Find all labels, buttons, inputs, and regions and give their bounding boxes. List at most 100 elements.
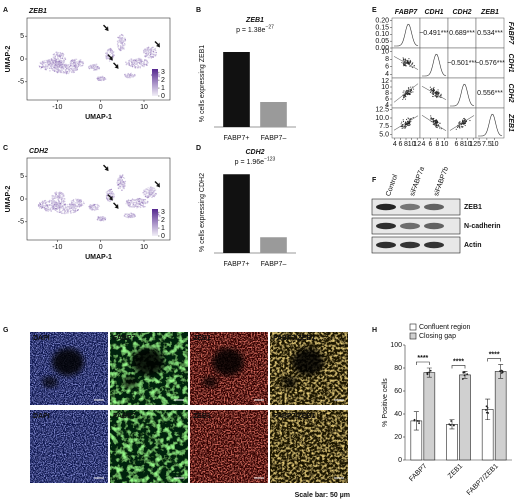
scatter-dot — [407, 93, 410, 95]
scatter-dot — [404, 60, 406, 62]
umap-cell — [73, 205, 76, 207]
umap-cell — [69, 210, 72, 213]
umap-cell — [75, 67, 77, 69]
density-curve — [450, 83, 475, 107]
umap-cell — [153, 195, 155, 198]
scatter-dot — [457, 126, 459, 128]
umap-cell — [55, 197, 57, 199]
umap-cell — [119, 187, 121, 190]
wound-gap — [292, 348, 324, 376]
umap-cell — [75, 198, 77, 200]
umap-cell — [52, 56, 55, 59]
umap-cell — [121, 48, 123, 50]
umap-cell — [109, 54, 111, 56]
umap-cell — [50, 58, 53, 60]
umap-cell — [52, 69, 54, 71]
umap-cell — [118, 37, 120, 40]
p-value-exponent: −27 — [265, 25, 274, 31]
umap-cell — [137, 204, 140, 206]
colorbar — [152, 209, 158, 236]
wound-gap — [202, 376, 218, 388]
y-tick-label: -5 — [18, 219, 24, 226]
arrowhead — [113, 202, 119, 209]
x-tick-label: 6 — [398, 141, 402, 148]
scatter-dot — [407, 93, 409, 95]
umap-cell — [45, 66, 47, 68]
fit-line — [393, 115, 419, 131]
y-tick-label: 8 — [385, 56, 389, 63]
x-tick-label: FABP7/ZEB1 — [466, 463, 500, 497]
umap-cell — [96, 218, 99, 221]
umap-cell — [96, 205, 99, 207]
umap-cell — [60, 201, 62, 204]
umap-cell — [56, 67, 58, 69]
row-label: ZEB1 — [507, 113, 514, 132]
umap-cell — [53, 196, 56, 198]
umap-cell — [54, 192, 56, 194]
umap-cell — [121, 46, 124, 49]
umap-cell — [146, 191, 148, 193]
umap-cell — [140, 59, 142, 62]
scatter-dot — [463, 120, 465, 122]
y-axis-label: UMAP-2 — [5, 45, 12, 72]
scatter-dot — [458, 125, 460, 127]
scatter-dot — [413, 88, 415, 90]
umap-cell — [56, 65, 59, 67]
umap-cell — [68, 207, 71, 209]
data-point — [413, 419, 416, 422]
umap-cell — [45, 63, 47, 66]
umap-cell — [120, 40, 123, 42]
scatter-dot — [409, 59, 411, 62]
umap-cell — [54, 205, 56, 207]
umap-cell — [153, 53, 155, 56]
data-point — [429, 369, 432, 372]
umap-cell — [120, 49, 122, 52]
umap-cell — [141, 63, 143, 65]
umap-cell — [90, 207, 92, 209]
umap-cell — [62, 54, 64, 56]
scatter-dot — [404, 95, 406, 97]
umap-cell — [62, 55, 65, 58]
data-point — [486, 406, 489, 409]
y-tick-label: 0.15 — [375, 24, 389, 31]
scatter-dot — [430, 88, 432, 90]
umap-cell — [148, 191, 150, 194]
umap-cell — [68, 66, 70, 69]
x-tick-label: 8 — [460, 141, 464, 148]
data-point — [448, 423, 451, 426]
umap-cell — [39, 62, 41, 64]
scatter-dot — [402, 59, 404, 61]
umap-cell — [95, 209, 97, 211]
umap-cell — [61, 212, 64, 214]
legend-swatch — [409, 323, 417, 331]
y-axis-label: UMAP-2 — [5, 185, 12, 212]
umap-cell — [70, 61, 72, 63]
y-tick-label: 0.00 — [375, 45, 389, 52]
blot-band — [424, 241, 444, 249]
error-bar — [485, 398, 491, 421]
channel-label: ZEB1 — [193, 335, 211, 342]
umap-cell — [40, 66, 43, 69]
umap-cell — [128, 74, 130, 76]
umap-cell — [76, 209, 79, 212]
scatter-dot — [458, 126, 460, 128]
umap-cell — [92, 204, 94, 207]
umap-cell — [95, 64, 97, 67]
data-point — [418, 420, 420, 422]
umap-cell — [104, 78, 106, 81]
umap-cell — [141, 201, 143, 204]
x-tick-label: 7.5 — [482, 141, 492, 148]
colorbar — [152, 69, 158, 96]
scatter-dot — [410, 86, 412, 88]
umap-cell — [97, 206, 99, 209]
umap-cell — [124, 185, 126, 187]
umap-cell — [151, 51, 153, 53]
umap-cell — [55, 203, 57, 205]
umap-cell — [134, 215, 136, 217]
umap-cell — [118, 185, 120, 187]
correlation-label: 0.556*** — [477, 90, 503, 97]
scatter-dot — [430, 116, 432, 118]
umap-cell — [136, 201, 138, 203]
umap-cell — [127, 204, 129, 206]
umap-cell — [78, 200, 81, 202]
